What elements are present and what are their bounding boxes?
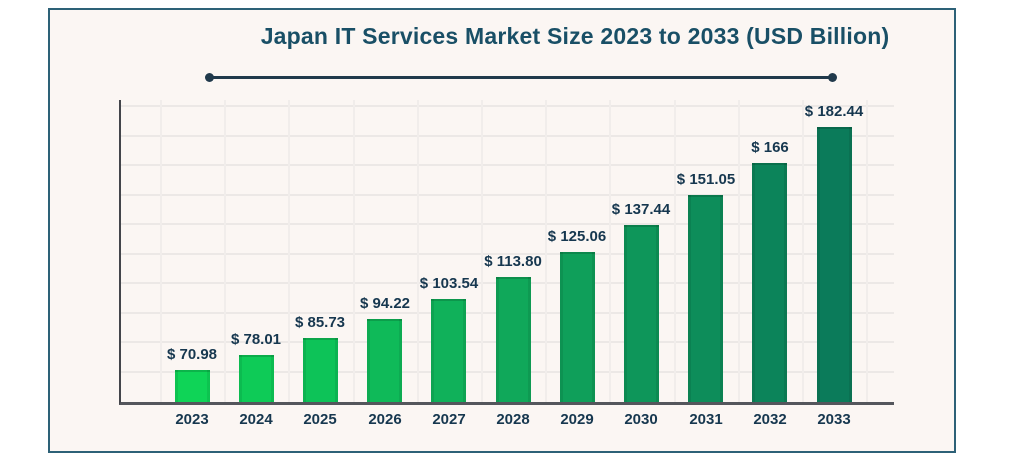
- v-gridline: [160, 100, 162, 402]
- x-axis-label-2030: 2030: [624, 411, 658, 428]
- divider-dot-right: [828, 73, 837, 82]
- chart-title: Japan IT Services Market Size 2023 to 20…: [260, 23, 890, 49]
- chart-bar-2032: [752, 163, 787, 402]
- v-gridline: [481, 100, 483, 402]
- bar-value-label-2032: $ 166: [751, 139, 789, 156]
- bar-value-label-2028: $ 113.80: [484, 253, 542, 270]
- bar-value-label-2029: $ 125.06: [547, 228, 607, 245]
- bar-value-label-2030: $ 137.44: [611, 201, 671, 218]
- x-axis-label-2029: 2029: [560, 411, 594, 428]
- bar-value-label-2023: $ 70.98: [166, 346, 218, 363]
- x-axis-label-2028: 2028: [496, 411, 530, 428]
- v-gridline: [866, 100, 868, 402]
- chart-bar-2027: [431, 299, 466, 402]
- v-gridline: [288, 100, 290, 402]
- x-axis-label-2027: 2027: [432, 411, 466, 428]
- chart-bar-2025: [303, 338, 338, 402]
- chart-bar-2023: [175, 370, 210, 402]
- chart-bar-2030: [624, 225, 659, 402]
- x-axis-label-2026: 2026: [368, 411, 402, 428]
- x-axis-label-2031: 2031: [689, 411, 723, 428]
- v-gridline: [224, 100, 226, 402]
- chart-bar-2028: [496, 277, 531, 402]
- bar-value-label-2033: $ 182.44: [804, 103, 864, 120]
- h-gridline: [121, 223, 894, 225]
- v-gridline: [353, 100, 355, 402]
- v-gridline: [417, 100, 419, 402]
- plot-area: $ 70.98 2023 $ 78.01 2024 $ 85.73 2025 $ 94.22…: [119, 100, 894, 428]
- chart-bar-2031: [688, 195, 723, 402]
- bar-value-label-2025: $ 85.73: [294, 314, 346, 331]
- x-axis-label-2032: 2032: [753, 411, 787, 428]
- h-gridline: [121, 135, 894, 137]
- h-gridline: [121, 253, 894, 255]
- chart-bar-2024: [239, 355, 274, 402]
- h-gridline: [121, 194, 894, 196]
- x-axis-label-2023: 2023: [175, 411, 209, 428]
- x-axis-label-2025: 2025: [303, 411, 337, 428]
- x-axis-label-2033: 2033: [817, 411, 851, 428]
- chart-bar-2033: [817, 127, 852, 402]
- title-underline: [205, 73, 837, 82]
- chart-bar-2029: [560, 252, 595, 402]
- chart-card: Japan IT Services Market Size 2023 to 20…: [48, 8, 956, 453]
- h-gridline: [121, 105, 894, 107]
- h-gridline: [121, 164, 894, 166]
- v-gridline: [545, 100, 547, 402]
- v-gridline: [802, 100, 804, 402]
- v-gridline: [738, 100, 740, 402]
- bar-value-label-2031: $ 151.05: [676, 171, 736, 188]
- bar-value-label-2024: $ 78.01: [230, 331, 282, 348]
- bar-value-label-2027: $ 103.54: [419, 275, 479, 292]
- x-axis-label-2024: 2024: [239, 411, 273, 428]
- v-gridline: [674, 100, 676, 402]
- bar-value-label-2026: $ 94.22: [359, 295, 411, 312]
- chart-bar-2026: [367, 319, 402, 402]
- divider-dot-left: [205, 73, 214, 82]
- v-gridline: [609, 100, 611, 402]
